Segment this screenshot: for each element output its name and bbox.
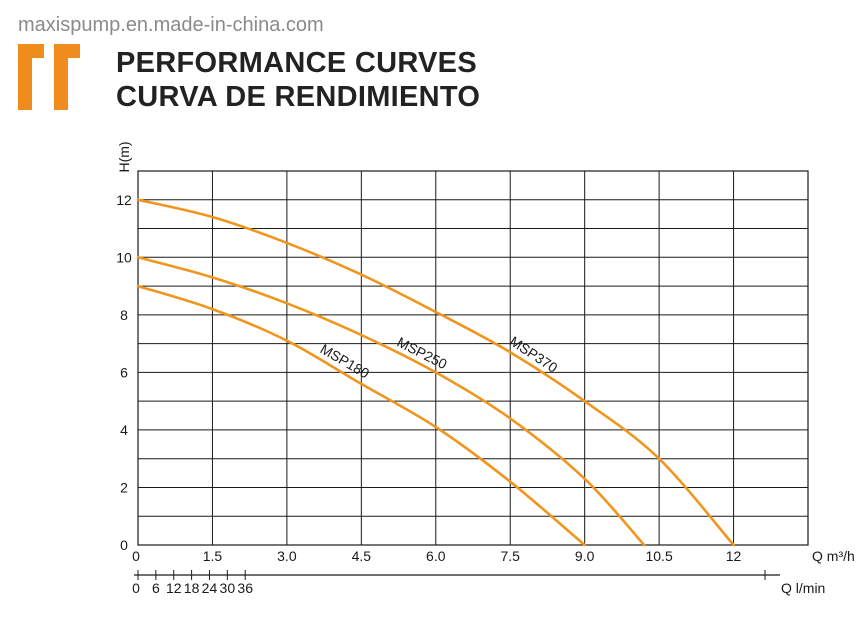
- x2-tick-label: 6: [152, 580, 160, 596]
- x-tick-label: 10.5: [645, 548, 672, 564]
- plot-frame: [137, 170, 809, 546]
- chart-curves: [136, 198, 735, 547]
- quote-mark-left: [18, 44, 44, 110]
- quote-mark-right: [54, 44, 80, 110]
- watermark-text: maxispump.en.made-in-china.com: [18, 14, 324, 36]
- curve-msp370: [136, 198, 735, 547]
- curve-msp250: [136, 256, 646, 547]
- x-axis-label: Q m³/h: [812, 548, 855, 564]
- y-tick-label: 8: [120, 307, 128, 323]
- chart-grid: [134, 170, 809, 580]
- curve-msp180: [136, 284, 586, 547]
- y-tick-label: 10: [116, 249, 132, 265]
- x-tick-label: 9.0: [575, 548, 595, 564]
- x-tick-label: 0: [132, 548, 140, 564]
- y-tick-label: 12: [116, 192, 132, 208]
- x2-tick-label: 12: [166, 580, 182, 596]
- y-tick-label: 6: [120, 364, 128, 380]
- x2-axis-label: Q l/min: [781, 580, 825, 596]
- x2-tick-label: 18: [184, 580, 200, 596]
- title-line-2: CURVA DE RENDIMIENTO: [116, 81, 481, 113]
- x-tick-label: 7.5: [500, 548, 520, 564]
- y-tick-label: 0: [120, 537, 128, 553]
- x-tick-label: 4.5: [352, 548, 372, 564]
- page-title: PERFORMANCE CURVES CURVA DE RENDIMIENTO: [116, 46, 480, 114]
- y-axis-label: H(m): [116, 141, 132, 172]
- y-tick-label: 2: [120, 479, 128, 495]
- title-line-1: PERFORMANCE CURVES: [116, 47, 477, 79]
- quote-icon: [18, 44, 80, 110]
- x2-tick-label: 30: [220, 580, 236, 596]
- x-tick-label: 12: [726, 548, 742, 564]
- x2-tick-label: 0: [132, 580, 140, 596]
- x-tick-label: 3.0: [277, 548, 297, 564]
- x2-tick-label: 24: [202, 580, 218, 596]
- y-tick-label: 4: [120, 422, 128, 438]
- x-tick-label: 1.5: [203, 548, 223, 564]
- x-tick-label: 6.0: [426, 548, 446, 564]
- x2-tick-label: 36: [237, 580, 253, 596]
